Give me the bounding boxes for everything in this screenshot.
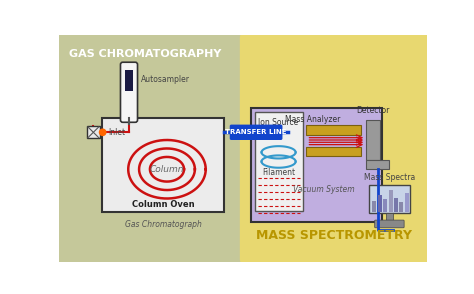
Text: Column Oven: Column Oven [132,200,194,208]
Circle shape [99,128,107,136]
Text: Column: Column [150,165,184,174]
Text: Detector: Detector [356,106,390,115]
Bar [400,202,403,212]
Bar [373,201,376,212]
Text: Inlet: Inlet [108,128,125,137]
Bar [125,70,133,91]
FancyBboxPatch shape [58,34,245,263]
Text: MASS SPECTROMETRY: MASS SPECTROMETRY [256,229,412,242]
Bar [383,199,387,212]
Bar [394,198,398,212]
Text: Vacuum System: Vacuum System [293,185,355,194]
Text: Gas Chromatograph: Gas Chromatograph [125,220,201,229]
FancyBboxPatch shape [251,108,382,222]
Bar [307,125,361,135]
Bar [307,147,361,156]
FancyBboxPatch shape [102,118,224,212]
FancyBboxPatch shape [230,125,283,140]
Bar [87,126,100,138]
Text: TRANSFER LINE: TRANSFER LINE [225,129,287,135]
Text: Filament: Filament [262,168,295,177]
Text: Autosampler: Autosampler [141,76,190,84]
Bar [366,120,380,160]
Text: Ion Source: Ion Source [258,118,299,127]
Bar [385,213,393,221]
Bar [378,195,382,212]
FancyBboxPatch shape [374,220,404,228]
Bar [389,190,392,212]
Text: GAS CHROMATOGRAPHY: GAS CHROMATOGRAPHY [69,49,221,59]
Text: Mass Analyzer: Mass Analyzer [285,115,340,123]
Text: Mass Spectra: Mass Spectra [364,173,415,182]
Bar [369,186,410,213]
Bar [405,193,409,212]
FancyBboxPatch shape [120,62,137,122]
FancyBboxPatch shape [255,112,302,211]
FancyBboxPatch shape [240,34,428,263]
Bar [366,160,390,169]
